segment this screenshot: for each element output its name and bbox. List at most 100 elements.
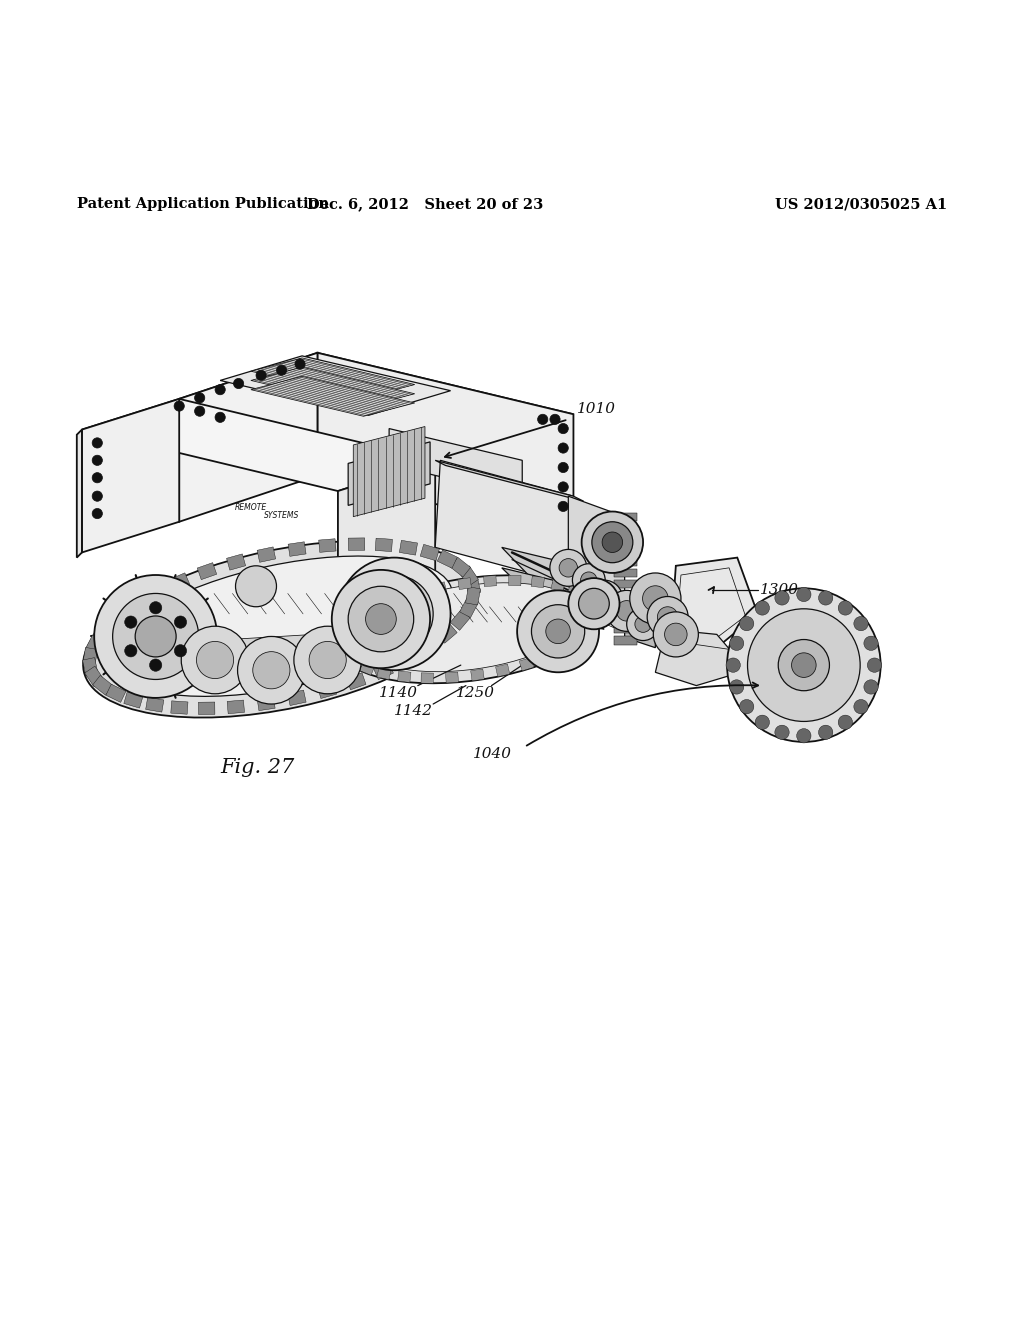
- Polygon shape: [436, 623, 457, 643]
- Text: 1142: 1142: [394, 704, 433, 718]
- Circle shape: [606, 590, 647, 631]
- Circle shape: [635, 616, 651, 632]
- Circle shape: [174, 401, 184, 411]
- Polygon shape: [338, 640, 350, 653]
- Circle shape: [92, 438, 102, 447]
- Circle shape: [797, 729, 811, 743]
- Polygon shape: [348, 442, 430, 506]
- Polygon shape: [143, 630, 399, 665]
- Polygon shape: [359, 661, 375, 675]
- Polygon shape: [587, 597, 602, 612]
- Text: US 2012/0305025 A1: US 2012/0305025 A1: [775, 197, 947, 211]
- Circle shape: [568, 578, 620, 630]
- Bar: [614, 614, 637, 622]
- Polygon shape: [509, 576, 521, 586]
- Polygon shape: [288, 690, 306, 705]
- Circle shape: [867, 657, 882, 672]
- Circle shape: [616, 601, 637, 622]
- Polygon shape: [375, 539, 392, 552]
- Circle shape: [727, 589, 881, 742]
- Circle shape: [517, 590, 599, 672]
- Polygon shape: [451, 557, 471, 577]
- Circle shape: [739, 616, 754, 631]
- Polygon shape: [226, 554, 246, 570]
- Circle shape: [579, 589, 609, 619]
- Polygon shape: [420, 544, 439, 561]
- Circle shape: [215, 412, 225, 422]
- Text: Dec. 6, 2012   Sheet 20 of 23: Dec. 6, 2012 Sheet 20 of 23: [307, 197, 543, 211]
- Circle shape: [550, 549, 587, 586]
- Polygon shape: [105, 684, 126, 702]
- Text: SYSTEMS: SYSTEMS: [264, 511, 299, 520]
- Circle shape: [256, 370, 266, 380]
- Polygon shape: [519, 657, 534, 671]
- Circle shape: [92, 473, 102, 483]
- Polygon shape: [348, 539, 365, 550]
- Polygon shape: [347, 653, 362, 669]
- Circle shape: [366, 603, 396, 635]
- Polygon shape: [179, 352, 573, 461]
- Circle shape: [839, 715, 853, 730]
- Polygon shape: [82, 399, 435, 491]
- Circle shape: [797, 587, 811, 602]
- Polygon shape: [460, 598, 478, 618]
- Circle shape: [558, 462, 568, 473]
- Polygon shape: [584, 620, 599, 636]
- Polygon shape: [531, 576, 545, 587]
- Bar: [614, 636, 637, 644]
- Polygon shape: [198, 562, 217, 579]
- Polygon shape: [437, 550, 458, 568]
- Polygon shape: [502, 568, 604, 630]
- Circle shape: [233, 379, 244, 388]
- Text: REMOTE: REMOTE: [234, 503, 267, 512]
- Polygon shape: [573, 630, 590, 645]
- Polygon shape: [419, 636, 439, 656]
- Circle shape: [215, 384, 225, 395]
- Polygon shape: [421, 673, 433, 684]
- Polygon shape: [338, 461, 435, 614]
- Polygon shape: [340, 647, 355, 663]
- Polygon shape: [82, 399, 179, 553]
- Circle shape: [135, 616, 176, 657]
- Circle shape: [864, 636, 879, 651]
- Circle shape: [236, 566, 276, 607]
- Circle shape: [558, 444, 568, 453]
- Circle shape: [755, 715, 769, 730]
- Text: 1300: 1300: [760, 583, 799, 598]
- Polygon shape: [592, 605, 604, 618]
- Polygon shape: [397, 671, 411, 682]
- Circle shape: [197, 642, 233, 678]
- Ellipse shape: [359, 583, 583, 672]
- Polygon shape: [432, 582, 446, 594]
- Circle shape: [94, 576, 217, 698]
- Bar: [614, 603, 637, 611]
- Polygon shape: [377, 667, 391, 680]
- Polygon shape: [459, 566, 478, 586]
- Circle shape: [729, 636, 743, 651]
- Polygon shape: [106, 610, 127, 630]
- Text: 1250: 1250: [456, 686, 495, 700]
- Polygon shape: [145, 697, 164, 711]
- Circle shape: [627, 607, 659, 640]
- Polygon shape: [409, 587, 423, 601]
- Polygon shape: [458, 578, 471, 590]
- Circle shape: [586, 579, 623, 616]
- Polygon shape: [343, 622, 358, 639]
- Polygon shape: [227, 700, 245, 714]
- Circle shape: [295, 359, 305, 370]
- Polygon shape: [124, 692, 143, 708]
- Bar: [614, 546, 637, 554]
- Circle shape: [550, 414, 560, 425]
- Ellipse shape: [83, 541, 480, 718]
- Circle shape: [558, 424, 568, 434]
- Polygon shape: [466, 586, 480, 605]
- Circle shape: [755, 601, 769, 615]
- Circle shape: [729, 680, 743, 694]
- Circle shape: [150, 602, 162, 614]
- Polygon shape: [590, 611, 604, 627]
- Polygon shape: [346, 673, 366, 690]
- Circle shape: [657, 607, 678, 627]
- Polygon shape: [386, 595, 401, 610]
- Circle shape: [818, 725, 833, 739]
- Bar: [614, 512, 637, 520]
